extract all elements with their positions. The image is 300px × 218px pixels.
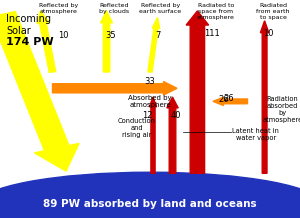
Text: Radiated
from earth
to space: Radiated from earth to space [256, 3, 290, 20]
Text: Solar: Solar [6, 26, 31, 36]
Text: Conduction
and
rising air: Conduction and rising air [118, 118, 155, 138]
FancyArrow shape [186, 11, 209, 173]
FancyArrow shape [213, 97, 248, 106]
Text: Reflected by
atmosphere: Reflected by atmosphere [39, 3, 78, 14]
Text: Reflected
by clouds: Reflected by clouds [99, 3, 129, 14]
FancyArrow shape [148, 17, 160, 72]
Text: Absorbed by
atmosphere: Absorbed by atmosphere [128, 95, 172, 108]
Text: 10: 10 [58, 31, 68, 41]
FancyArrow shape [52, 82, 177, 95]
Text: 174 PW: 174 PW [6, 37, 54, 47]
FancyArrow shape [149, 97, 157, 173]
FancyArrow shape [0, 12, 79, 171]
Text: 111: 111 [204, 29, 219, 38]
Text: 40: 40 [170, 111, 181, 120]
Text: Reflected by
earth surface: Reflected by earth surface [140, 3, 182, 14]
FancyArrow shape [37, 11, 56, 72]
Text: 33: 33 [145, 77, 155, 86]
Text: 26: 26 [224, 94, 234, 103]
Text: 35: 35 [106, 31, 116, 41]
Text: 89 PW absorbed by land and oceans: 89 PW absorbed by land and oceans [43, 199, 257, 209]
Text: 26: 26 [218, 95, 229, 104]
Text: 7: 7 [155, 31, 160, 41]
Text: Incoming: Incoming [6, 14, 51, 24]
FancyArrow shape [100, 11, 112, 72]
FancyArrow shape [260, 21, 269, 173]
FancyArrow shape [167, 97, 178, 173]
Text: Radiated to
space from
atmosphere: Radiated to space from atmosphere [197, 3, 235, 20]
Text: Latent heat in
water vapor: Latent heat in water vapor [232, 128, 279, 141]
Text: 12: 12 [142, 111, 152, 120]
Text: Radiation
absorbed
by
atmosphere: Radiation absorbed by atmosphere [262, 95, 300, 123]
Ellipse shape [0, 172, 300, 218]
Text: 10: 10 [263, 29, 274, 38]
